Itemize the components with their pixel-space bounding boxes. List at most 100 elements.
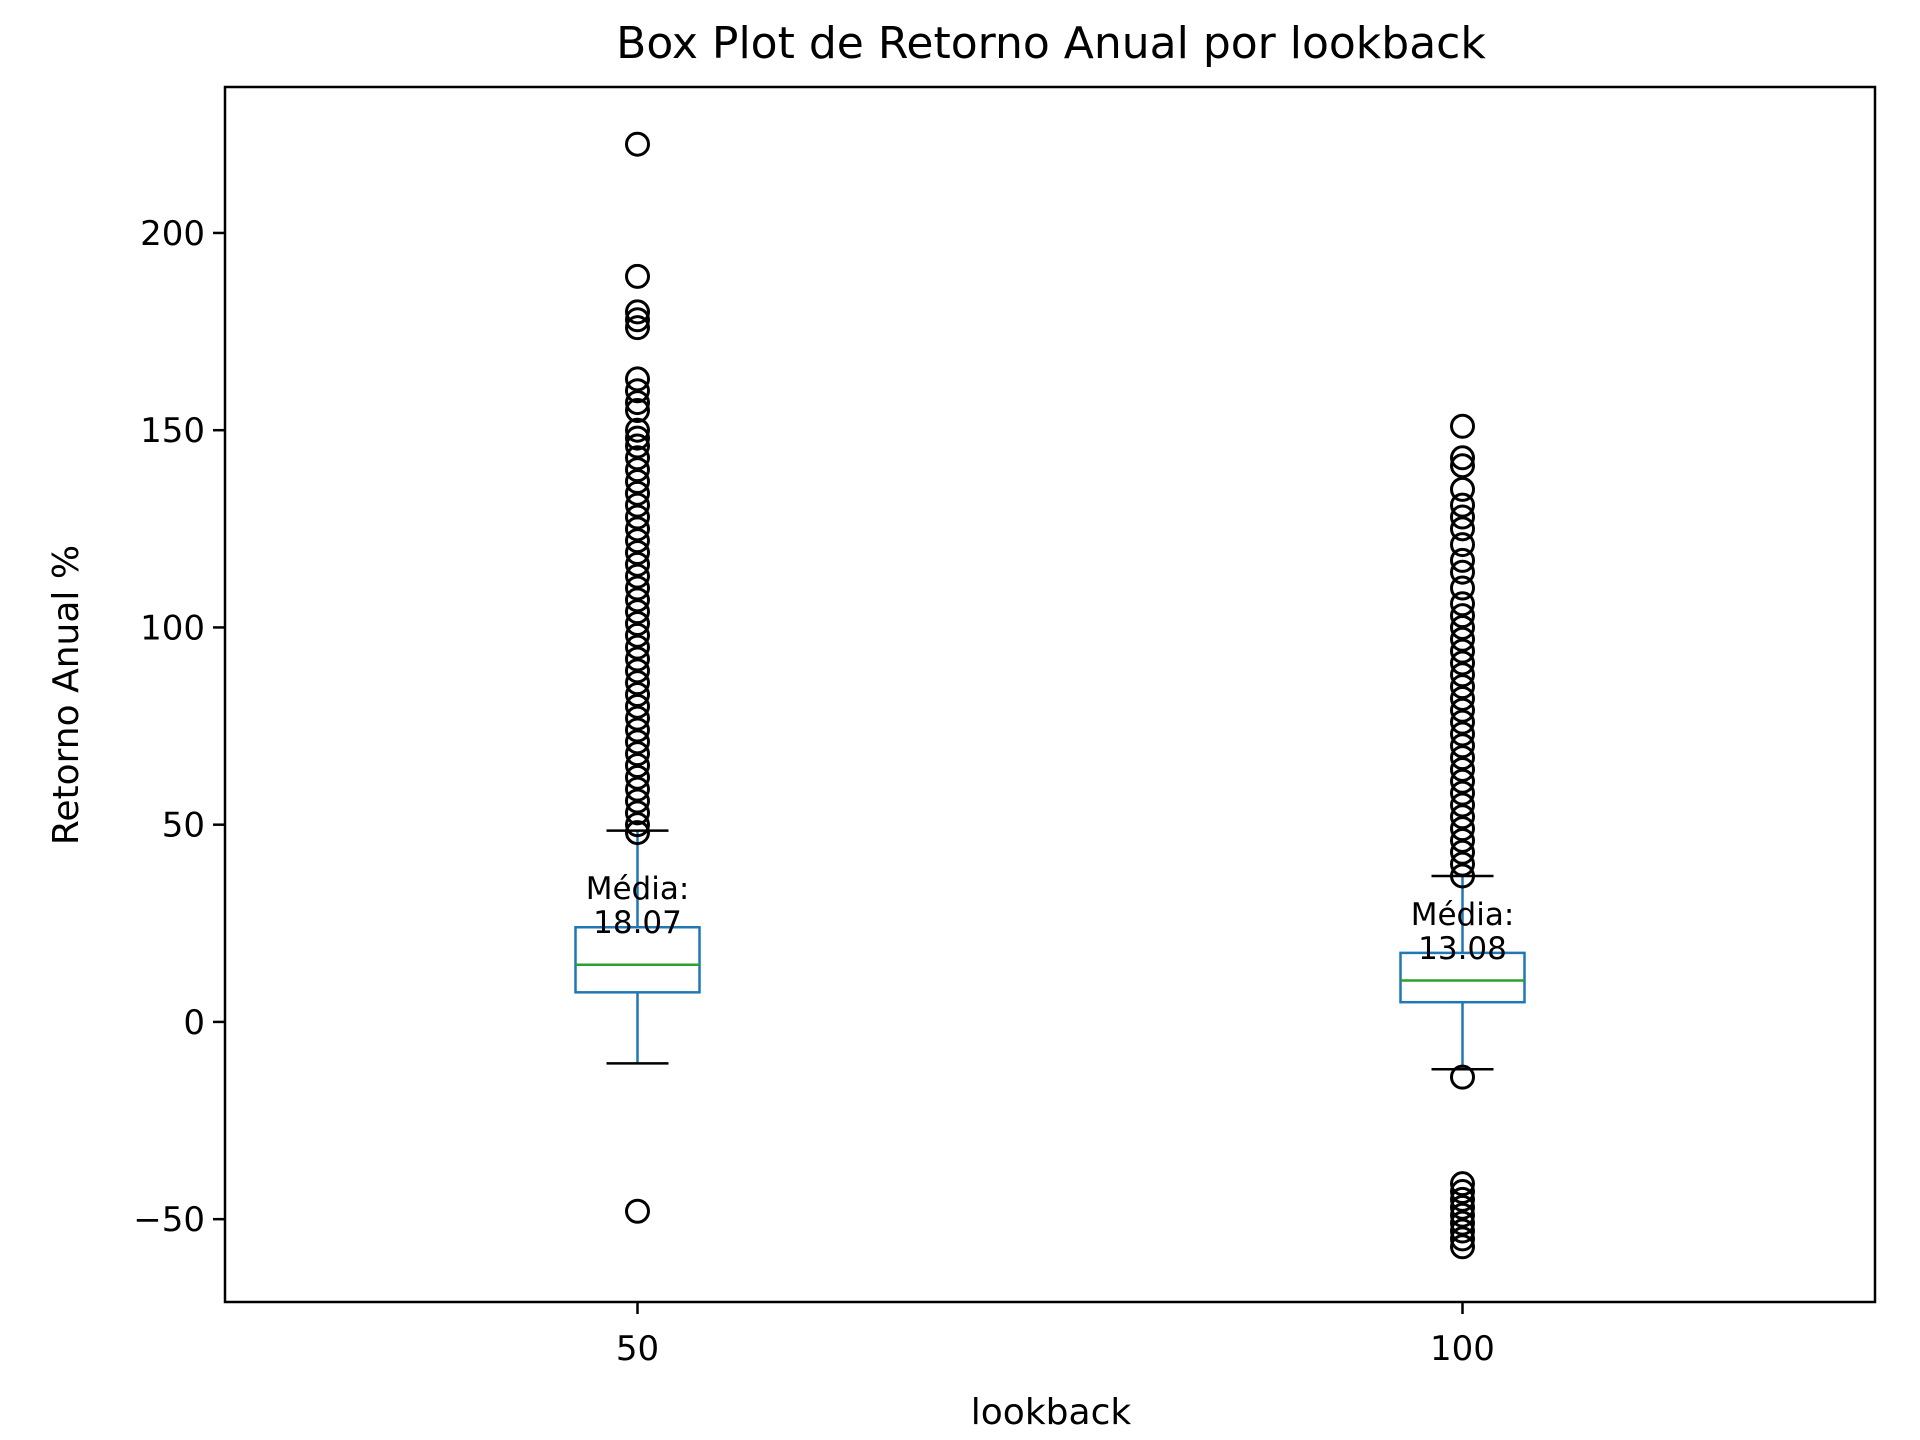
flier-point bbox=[625, 307, 650, 333]
flier-point bbox=[1450, 697, 1475, 723]
flier-point bbox=[625, 539, 650, 565]
flier-point bbox=[1450, 626, 1475, 652]
flier-point bbox=[1450, 804, 1475, 830]
mean-annotation-value: 13.08 bbox=[1418, 931, 1507, 967]
flier-point bbox=[625, 528, 650, 554]
flier-point bbox=[625, 693, 650, 719]
flier-point bbox=[1450, 453, 1475, 479]
flier-point bbox=[1450, 1234, 1475, 1260]
flier-point bbox=[625, 315, 650, 341]
boxes-layer: Média:18.07 Média:13.08 bbox=[574, 131, 1526, 1260]
flier-point bbox=[625, 366, 650, 392]
flier-point bbox=[625, 753, 650, 779]
x-tick-label: 100 bbox=[1430, 1329, 1495, 1369]
mean-annotation-label: Média: bbox=[1411, 897, 1515, 933]
mean-annotation-value: 18.07 bbox=[593, 905, 682, 941]
flier-point bbox=[625, 516, 650, 542]
y-tick-label: −50 bbox=[133, 1200, 205, 1240]
flier-point bbox=[625, 610, 650, 636]
flier-point bbox=[1450, 1202, 1475, 1228]
flier-point bbox=[625, 820, 650, 846]
flier-point bbox=[1450, 827, 1475, 853]
flier-point bbox=[1450, 721, 1475, 747]
y-axis: −50 0 50 100 150 200 bbox=[133, 214, 225, 1240]
flier-point bbox=[625, 417, 650, 443]
flier-point bbox=[625, 468, 650, 494]
flier-point bbox=[625, 397, 650, 423]
flier-point bbox=[1450, 1218, 1475, 1244]
flier-point bbox=[1450, 504, 1475, 530]
flier-point bbox=[1450, 792, 1475, 818]
flier-point bbox=[625, 705, 650, 731]
y-axis-label: Retorno Anual % bbox=[46, 545, 87, 845]
flier-point bbox=[1450, 1194, 1475, 1220]
flier-point bbox=[625, 741, 650, 767]
flier-point bbox=[625, 717, 650, 743]
flier-point bbox=[1450, 1171, 1475, 1197]
x-tick-label: 50 bbox=[616, 1329, 659, 1369]
flier-point bbox=[1450, 1210, 1475, 1236]
flier-point bbox=[1450, 1064, 1475, 1090]
flier-point bbox=[1450, 733, 1475, 759]
flier-point bbox=[625, 492, 650, 518]
flier-point bbox=[625, 433, 650, 459]
flier-point bbox=[1450, 614, 1475, 640]
flier-point bbox=[625, 729, 650, 755]
flier-point bbox=[625, 504, 650, 530]
flier-point bbox=[625, 800, 650, 826]
flier-point bbox=[1450, 476, 1475, 502]
flier-point bbox=[625, 764, 650, 790]
box-group-50: Média:18.07 bbox=[574, 131, 701, 1224]
flier-point bbox=[625, 776, 650, 802]
y-tick-label: 150 bbox=[140, 411, 205, 451]
flier-point bbox=[625, 457, 650, 483]
flier-point bbox=[625, 670, 650, 696]
flier-point bbox=[1450, 780, 1475, 806]
flier-point bbox=[1450, 492, 1475, 518]
flier-point bbox=[625, 378, 650, 404]
flier-point bbox=[625, 788, 650, 814]
flier-point bbox=[625, 658, 650, 684]
flier-point bbox=[625, 812, 650, 838]
chart-title: Box Plot de Retorno Anual por lookback bbox=[616, 18, 1486, 69]
box-group-100: Média:13.08 bbox=[1399, 413, 1526, 1260]
flier-point bbox=[1450, 650, 1475, 676]
flier-point bbox=[1450, 756, 1475, 782]
plot-frame bbox=[223, 85, 1877, 1304]
flier-point bbox=[625, 634, 650, 660]
flier-point bbox=[1450, 559, 1475, 585]
flier-point bbox=[625, 425, 650, 451]
flier-point bbox=[1450, 863, 1475, 889]
y-tick-label: 100 bbox=[140, 608, 205, 648]
x-axis: 50 100 bbox=[616, 1302, 1495, 1369]
flier-point bbox=[625, 587, 650, 613]
flier-point bbox=[1450, 532, 1475, 558]
flier-point bbox=[625, 682, 650, 707]
flier-point bbox=[1450, 1226, 1475, 1252]
flier-point bbox=[1450, 685, 1475, 711]
iqr-box bbox=[1399, 951, 1526, 1004]
flier-point bbox=[625, 445, 650, 471]
flier-point bbox=[1450, 662, 1475, 688]
flier-point bbox=[1450, 745, 1475, 771]
flier-point bbox=[625, 575, 650, 601]
flier-point bbox=[1450, 674, 1475, 700]
y-tick-label: 50 bbox=[162, 806, 205, 846]
flier-point bbox=[625, 563, 650, 589]
flier-point bbox=[625, 646, 650, 672]
flier-point bbox=[1450, 1179, 1475, 1205]
flier-point bbox=[1450, 816, 1475, 842]
flier-point bbox=[1450, 1186, 1475, 1212]
flier-point bbox=[1450, 709, 1475, 735]
flier-point bbox=[1450, 851, 1475, 877]
flier-point bbox=[625, 1198, 650, 1224]
flier-point bbox=[1450, 445, 1475, 471]
flier-point bbox=[1450, 591, 1475, 617]
flier-point bbox=[625, 551, 650, 577]
flier-point bbox=[625, 263, 650, 289]
flier-point bbox=[1450, 768, 1475, 794]
x-axis-label: lookback bbox=[971, 1392, 1132, 1433]
flier-point bbox=[625, 131, 650, 157]
